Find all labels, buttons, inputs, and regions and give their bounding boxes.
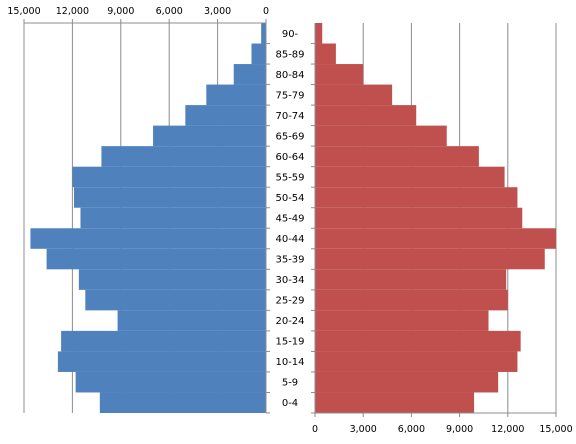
right-bar xyxy=(315,187,518,208)
age-group-label: 45-49 xyxy=(275,214,304,225)
left-bar xyxy=(74,187,266,208)
right-axis-tick-label: 15,000 xyxy=(539,424,572,435)
left-bar xyxy=(72,166,267,188)
right-bar xyxy=(315,43,336,65)
left-bar xyxy=(57,351,266,372)
right-axis-tick-label: 6,000 xyxy=(398,424,425,435)
age-group-label: 90- xyxy=(282,29,299,40)
left-axis-tick-label: 15,000 xyxy=(7,6,40,17)
right-bar xyxy=(315,392,475,413)
left-bar xyxy=(85,289,266,311)
left-bar xyxy=(233,64,266,85)
right-axis-tick-label: 9,000 xyxy=(446,424,473,435)
left-bar xyxy=(80,207,266,229)
right-bar xyxy=(315,269,507,290)
age-group-label: 25-29 xyxy=(275,296,304,307)
left-bar xyxy=(75,371,266,393)
right-bar xyxy=(315,289,508,311)
right-bar xyxy=(315,248,545,270)
left-axis-tick-label: 3,000 xyxy=(204,6,231,17)
right-bar xyxy=(315,310,489,331)
right-bar xyxy=(315,84,393,106)
left-bar xyxy=(78,269,266,290)
right-axis-tick-label: 0 xyxy=(312,424,318,435)
left-bar xyxy=(185,105,266,126)
age-group-label: 80-84 xyxy=(275,70,304,81)
left-bar xyxy=(99,392,267,413)
left-bar xyxy=(153,125,266,147)
right-axis-tick-label: 3,000 xyxy=(350,424,377,435)
bars xyxy=(30,23,556,413)
left-bar xyxy=(117,310,266,331)
age-group-label: 15-19 xyxy=(275,337,304,348)
labels: 15,000 12,000 9,000 6,000 3,000 0 0 3,000 6,000 9… xyxy=(7,6,572,435)
right-bar xyxy=(315,105,417,126)
right-bar xyxy=(315,23,323,44)
left-bar xyxy=(46,248,266,270)
age-group-label: 40-44 xyxy=(275,234,304,245)
axes xyxy=(23,19,557,417)
left-bar xyxy=(206,84,266,106)
age-group-label: 5-9 xyxy=(282,378,298,389)
age-group-label: 30-34 xyxy=(275,275,304,286)
age-group-label: 0-4 xyxy=(282,398,298,409)
age-group-label: 70-74 xyxy=(275,111,304,122)
left-axis-tick-label: 12,000 xyxy=(56,6,89,17)
age-group-label: 50-54 xyxy=(275,193,304,204)
left-bar xyxy=(61,330,267,352)
right-axis-tick-label: 12,000 xyxy=(491,424,524,435)
right-bar xyxy=(315,228,556,249)
right-bar xyxy=(315,64,364,85)
right-bar xyxy=(315,207,523,229)
left-bar xyxy=(101,146,266,167)
age-group-label: 60-64 xyxy=(275,152,304,163)
age-group-label: 20-24 xyxy=(275,316,304,327)
right-bar xyxy=(315,351,518,372)
left-bar xyxy=(30,228,266,249)
age-group-label: 85-89 xyxy=(275,49,304,60)
right-bar xyxy=(315,371,499,393)
right-bar xyxy=(315,330,521,352)
age-group-label: 75-79 xyxy=(275,90,304,101)
left-bar xyxy=(261,23,266,44)
right-bar xyxy=(315,125,447,147)
left-axis-tick-label: 6,000 xyxy=(156,6,183,17)
left-axis-tick-label: 9,000 xyxy=(107,6,134,17)
age-group-label: 10-14 xyxy=(275,357,304,368)
age-group-label: 65-69 xyxy=(275,131,304,142)
right-bar xyxy=(315,166,505,188)
right-bar xyxy=(315,146,479,167)
left-axis-tick-label: 0 xyxy=(263,6,269,17)
age-group-label: 35-39 xyxy=(275,255,304,266)
left-bar xyxy=(251,43,266,65)
age-group-label: 55-59 xyxy=(275,172,304,183)
